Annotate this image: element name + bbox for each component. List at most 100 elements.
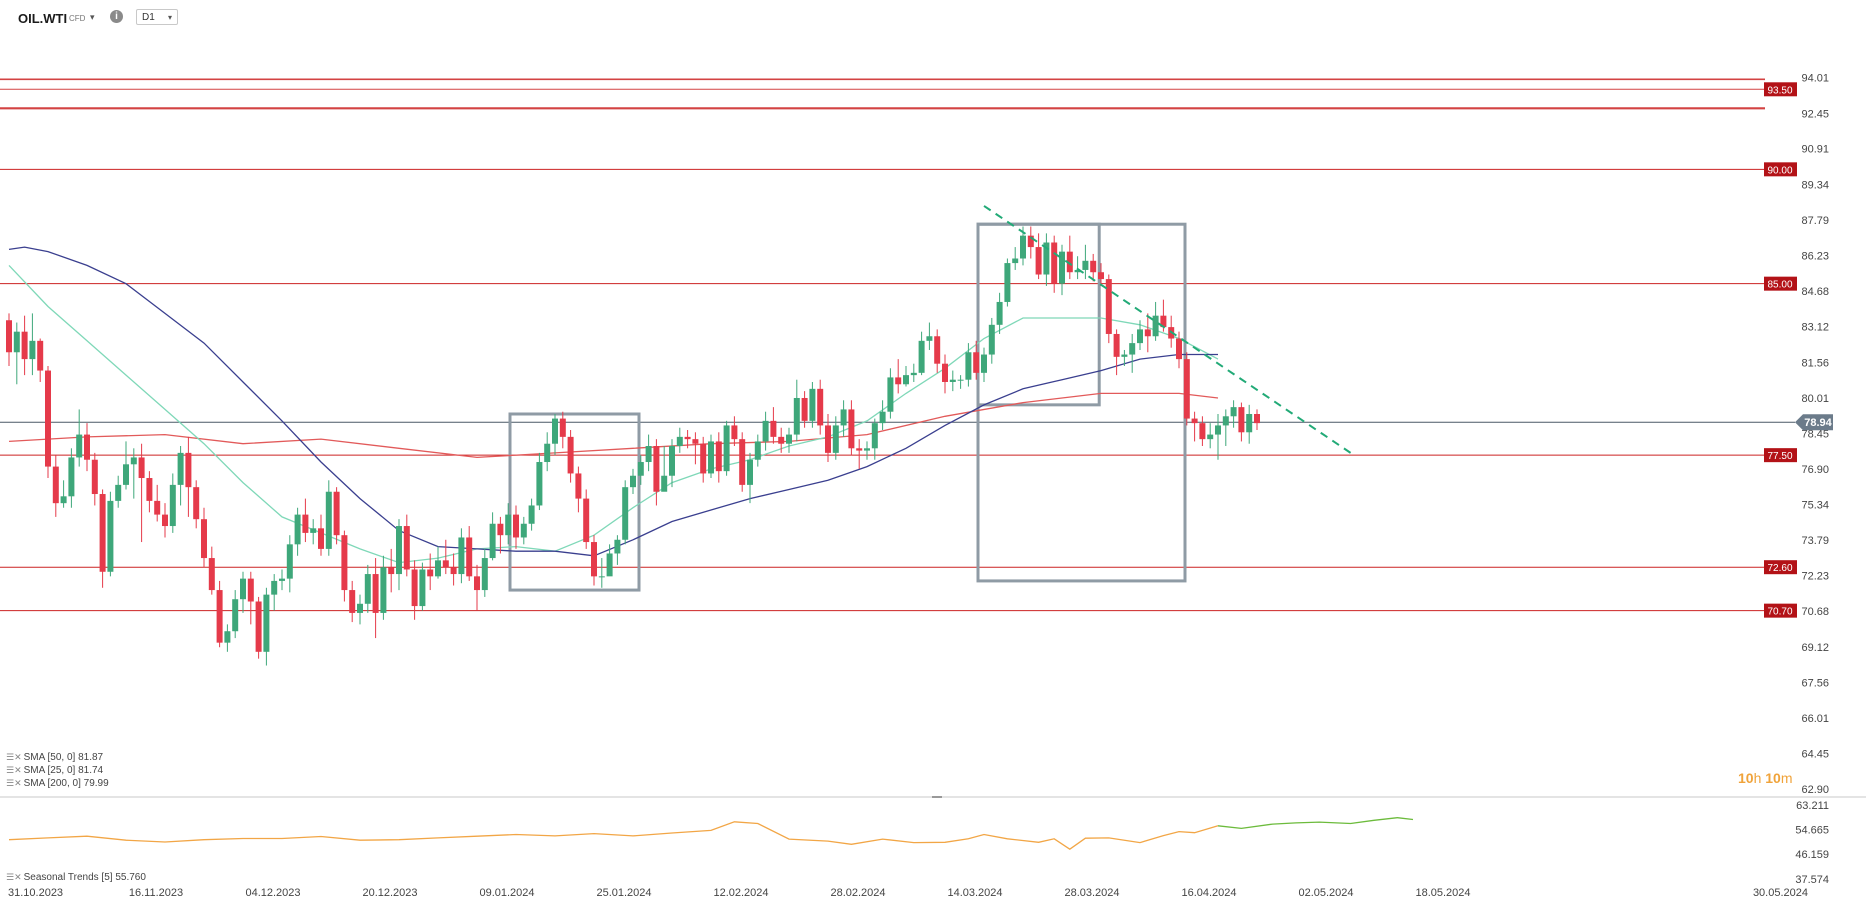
candle xyxy=(52,455,59,517)
candle xyxy=(357,594,363,625)
seasonal-tick-label: 37.574 xyxy=(1795,874,1829,886)
price-tick-label: 73.79 xyxy=(1801,535,1829,547)
level-tag: 70.70 xyxy=(1764,603,1797,618)
candle-body xyxy=(52,466,59,504)
candle-body xyxy=(879,411,886,424)
candle-body xyxy=(825,425,831,453)
countdown-hours: 10 xyxy=(1738,770,1754,786)
candle xyxy=(1183,352,1190,426)
candle-body xyxy=(598,576,605,578)
candle-body xyxy=(224,631,231,643)
candle-body xyxy=(1051,242,1058,284)
symbol-name[interactable]: OIL.WTI xyxy=(18,11,68,26)
candle-body xyxy=(708,441,714,474)
boxes-layer xyxy=(508,222,1187,592)
legend-sma25[interactable]: ☰✕ SMA [25, 0] 81.74 xyxy=(6,765,103,776)
candle-body xyxy=(731,425,738,440)
candle-body xyxy=(60,496,67,504)
menu-icon[interactable]: ☰✕ xyxy=(6,765,22,775)
info-icon[interactable]: i xyxy=(110,10,123,23)
candle-body xyxy=(294,514,301,545)
candle-body xyxy=(622,487,629,540)
legend-sma200[interactable]: ☰✕ SMA [200, 0] 79.99 xyxy=(6,778,109,789)
date-tick-label: 16.04.2024 xyxy=(1181,887,1236,899)
level-tag-bg xyxy=(1764,276,1797,291)
candle xyxy=(575,466,582,513)
level-tag-bg xyxy=(1764,603,1797,618)
candle-body xyxy=(661,475,668,492)
candle-body xyxy=(1254,413,1260,424)
candle xyxy=(450,553,457,586)
candle-body xyxy=(13,331,20,353)
candle-body xyxy=(333,491,340,536)
candle-body xyxy=(99,494,106,572)
candle xyxy=(505,503,512,545)
candle-body xyxy=(887,377,894,412)
candle-body xyxy=(786,434,792,444)
date-tick-label: 09.01.2024 xyxy=(479,887,534,899)
level-tag-label: 77.50 xyxy=(1767,451,1792,462)
candle-body xyxy=(567,436,574,474)
candle xyxy=(380,555,387,620)
candle xyxy=(676,427,683,453)
candle xyxy=(981,347,987,382)
legend-sma200-label: SMA [200, 0] 79.99 xyxy=(23,778,109,789)
candle xyxy=(1191,411,1198,442)
seasonal-panel: 63.211 54.665 46.159 37.574 xyxy=(0,796,1866,886)
candle xyxy=(825,413,831,463)
candle xyxy=(84,423,90,472)
level-tag-label: 72.60 xyxy=(1767,563,1792,574)
candle xyxy=(614,535,621,565)
candle-body xyxy=(981,354,987,373)
candle-body xyxy=(575,473,582,499)
legend-seasonal-label: Seasonal Trends [5] 55.760 xyxy=(23,872,146,883)
candle xyxy=(1105,274,1112,344)
candle-body xyxy=(466,537,473,577)
candle xyxy=(458,528,465,584)
candle-body xyxy=(871,423,878,449)
level-tag-bg xyxy=(1764,162,1797,177)
candle xyxy=(154,484,161,522)
candles-layer xyxy=(6,226,1260,666)
candle xyxy=(396,519,402,591)
chart-header: OIL.WTI CFD ▾ i D1 ▾ xyxy=(0,0,1866,36)
candle-body xyxy=(208,558,215,591)
date-tick-label: 25.01.2024 xyxy=(596,887,651,899)
candle xyxy=(310,519,317,545)
candle xyxy=(146,471,153,513)
level-tag-label: 85.00 xyxy=(1767,280,1792,291)
timeframe-select[interactable]: D1 ▾ xyxy=(136,9,178,25)
candle-body xyxy=(341,535,348,591)
candle-body xyxy=(949,379,956,382)
candle xyxy=(37,338,44,382)
price-axis: 94.01 92.45 90.91 89.34 87.79 86.23 84.68 83.12… xyxy=(1801,73,1829,796)
candle-body xyxy=(653,446,660,492)
candle xyxy=(286,535,293,593)
candle xyxy=(497,516,504,554)
price-tick-label: 76.90 xyxy=(1801,464,1829,476)
menu-icon[interactable]: ☰✕ xyxy=(6,752,22,762)
candle-body xyxy=(739,439,746,485)
candle-body xyxy=(1012,258,1019,264)
candle-body xyxy=(1066,251,1073,273)
candle xyxy=(747,452,753,504)
legend-sma50[interactable]: ☰✕ SMA [50, 0] 81.87 xyxy=(6,752,103,763)
candle-body xyxy=(778,436,785,444)
candle xyxy=(419,562,426,611)
candle xyxy=(13,322,20,385)
date-tick-label: 31.10.2023 xyxy=(8,887,63,899)
candle xyxy=(528,498,535,531)
menu-icon[interactable]: ☰✕ xyxy=(6,778,22,788)
candle xyxy=(123,441,129,490)
menu-icon[interactable]: ☰✕ xyxy=(6,872,22,882)
candle-body xyxy=(903,375,909,385)
sma200-line xyxy=(8,392,1219,459)
date-tick-label: 28.03.2024 xyxy=(1064,887,1119,899)
candle xyxy=(372,558,379,639)
price-tick-label: 80.01 xyxy=(1801,393,1829,405)
legend-seasonal[interactable]: ☰✕ Seasonal Trends [5] 55.760 xyxy=(6,872,146,883)
symbol-dropdown-icon[interactable]: ▾ xyxy=(90,12,95,22)
candle xyxy=(1207,423,1214,449)
candle xyxy=(411,560,418,620)
